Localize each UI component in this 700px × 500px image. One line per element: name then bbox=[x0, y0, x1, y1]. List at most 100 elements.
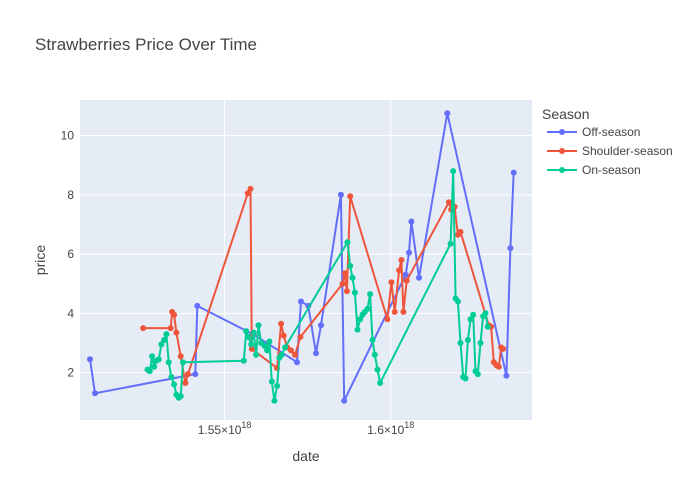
data-point bbox=[151, 363, 158, 370]
data-point bbox=[341, 397, 348, 404]
data-point bbox=[250, 329, 257, 336]
data-point bbox=[155, 356, 162, 363]
data-point bbox=[318, 322, 324, 329]
data-point bbox=[344, 239, 351, 246]
data-point bbox=[149, 353, 156, 360]
data-point bbox=[510, 169, 517, 176]
data-point bbox=[477, 340, 484, 346]
y-tick-label: 4 bbox=[67, 306, 74, 320]
data-point bbox=[470, 311, 477, 318]
data-point bbox=[266, 338, 273, 345]
data-point bbox=[194, 302, 201, 309]
data-point bbox=[406, 249, 412, 256]
data-point bbox=[339, 280, 346, 287]
data-point bbox=[274, 382, 281, 389]
x-tick-labels: 1.55×1018 1.6×1018 bbox=[198, 420, 415, 437]
x-axis-title: date bbox=[292, 448, 319, 464]
data-point bbox=[245, 334, 252, 340]
data-point bbox=[244, 190, 251, 197]
data-point bbox=[364, 305, 371, 312]
data-point bbox=[177, 393, 184, 400]
series-lines bbox=[87, 110, 517, 404]
data-point bbox=[253, 351, 260, 358]
data-point bbox=[403, 277, 410, 284]
data-point bbox=[391, 308, 398, 315]
data-point bbox=[495, 363, 502, 370]
series-on-season bbox=[144, 168, 491, 404]
legend-item[interactable]: On-season bbox=[547, 163, 641, 177]
data-point bbox=[337, 191, 344, 198]
data-point bbox=[377, 380, 384, 386]
data-point bbox=[171, 311, 178, 318]
data-point bbox=[374, 366, 381, 373]
data-point bbox=[402, 271, 409, 278]
data-point bbox=[371, 351, 378, 358]
data-point bbox=[140, 325, 147, 332]
legend-item[interactable]: Shoulder-season bbox=[547, 144, 673, 158]
data-point bbox=[500, 345, 507, 352]
data-point bbox=[255, 322, 262, 329]
data-point bbox=[294, 359, 300, 366]
legend-items: Off-season Shoulder-season On-season bbox=[547, 125, 673, 177]
legend-label: Shoulder-season bbox=[582, 144, 673, 158]
data-point bbox=[354, 326, 361, 333]
data-point bbox=[167, 325, 174, 332]
data-point bbox=[474, 371, 481, 378]
data-point bbox=[292, 351, 298, 358]
data-point bbox=[168, 374, 175, 380]
data-point bbox=[467, 316, 474, 323]
data-point bbox=[454, 298, 461, 305]
data-point bbox=[280, 332, 287, 339]
data-point bbox=[182, 380, 189, 386]
data-point bbox=[341, 270, 348, 277]
data-point bbox=[243, 328, 250, 335]
data-point bbox=[248, 341, 255, 348]
x-tick-label: 1.55×1018 bbox=[198, 420, 252, 437]
data-point bbox=[158, 341, 165, 348]
data-point bbox=[349, 274, 356, 281]
data-point bbox=[444, 110, 451, 117]
legend-label: Off-season bbox=[582, 125, 640, 139]
data-point bbox=[173, 329, 180, 336]
data-point bbox=[264, 347, 271, 354]
data-point bbox=[171, 381, 178, 388]
series-off-season bbox=[87, 110, 517, 404]
data-point bbox=[278, 351, 285, 358]
data-point bbox=[482, 310, 489, 317]
data-point bbox=[408, 218, 415, 225]
data-point bbox=[180, 359, 186, 366]
y-tick-label: 8 bbox=[67, 188, 74, 202]
data-point bbox=[445, 199, 452, 206]
data-point bbox=[298, 298, 304, 305]
legend-item[interactable]: Off-season bbox=[547, 125, 640, 139]
legend-swatch-marker bbox=[559, 129, 565, 135]
data-point bbox=[192, 371, 199, 378]
data-point bbox=[248, 345, 255, 352]
data-point bbox=[343, 288, 350, 295]
data-point bbox=[313, 350, 319, 357]
data-point bbox=[462, 375, 469, 382]
data-point bbox=[400, 308, 407, 315]
data-point bbox=[297, 334, 304, 340]
data-point bbox=[278, 320, 285, 327]
y-tick-label: 10 bbox=[61, 129, 75, 143]
series-line bbox=[89, 112, 515, 402]
data-point bbox=[282, 344, 289, 351]
data-point bbox=[416, 274, 422, 281]
data-point bbox=[357, 316, 364, 323]
data-point bbox=[240, 357, 247, 364]
data-point bbox=[369, 337, 376, 343]
data-point bbox=[288, 347, 294, 354]
legend-swatch-marker bbox=[559, 148, 565, 154]
data-point bbox=[507, 245, 514, 252]
legend-label: On-season bbox=[582, 163, 641, 177]
data-point bbox=[161, 337, 168, 343]
data-point bbox=[447, 240, 454, 247]
data-point bbox=[92, 390, 98, 397]
data-point bbox=[384, 316, 391, 323]
data-point bbox=[261, 342, 268, 349]
data-point bbox=[457, 228, 464, 235]
data-point bbox=[185, 371, 191, 378]
data-point bbox=[247, 185, 254, 192]
